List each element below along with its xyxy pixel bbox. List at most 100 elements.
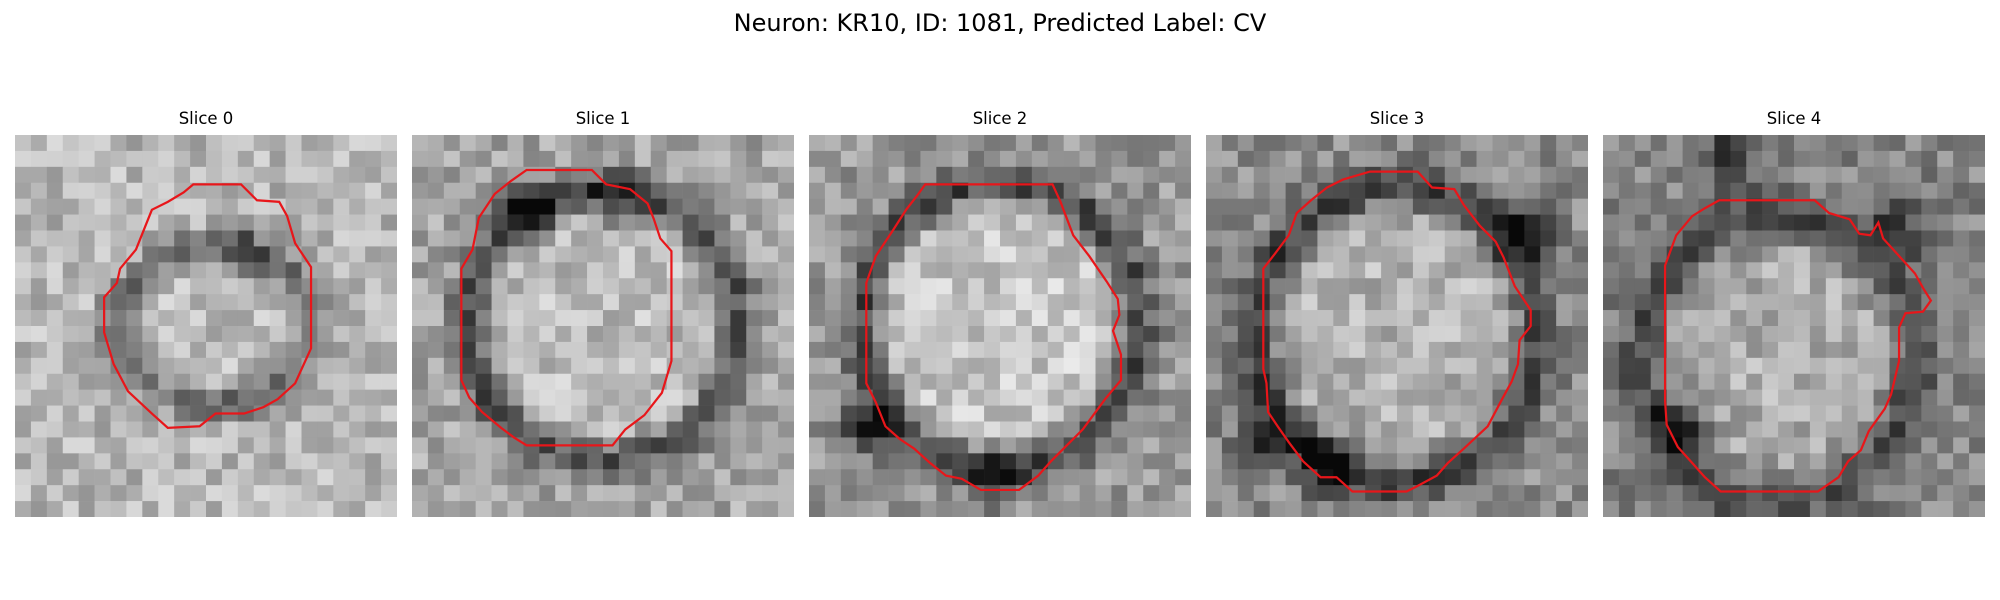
slice-pixel (888, 326, 905, 343)
slice-pixel (1603, 326, 1620, 343)
slice-pixel (206, 135, 223, 152)
slice-pixel (427, 389, 445, 406)
slice-pixel (190, 166, 207, 184)
slice-pixel (1412, 389, 1430, 406)
slice-pixel (1714, 294, 1731, 311)
slice-pixel (984, 485, 1001, 502)
slice-pixel (1253, 278, 1270, 295)
slice-pixel (1428, 421, 1446, 438)
slice-pixel (1460, 214, 1477, 231)
slice-pixel (78, 405, 95, 422)
slice-pixel (126, 246, 143, 263)
slice-pixel (221, 453, 239, 470)
slice-pixel (1460, 198, 1477, 215)
slice-pixel (1237, 230, 1255, 247)
slice-pixel (1412, 182, 1430, 199)
slice-pixel (1969, 421, 1985, 438)
slice-pixel (1444, 166, 1461, 184)
slice-pixel (1634, 485, 1652, 502)
slice-pixel (1492, 150, 1509, 168)
slice-pixel (840, 453, 858, 470)
slice-pixel (475, 501, 492, 517)
slice-pixel (1381, 485, 1398, 502)
slice-pixel (1921, 341, 1938, 359)
slice-pixel (1349, 341, 1366, 359)
slice-pixel (1905, 198, 1922, 215)
slice-pixel (824, 501, 842, 517)
slice-pixel (1000, 182, 1017, 199)
slice-pixel (666, 437, 683, 454)
slice-pixel (968, 246, 985, 263)
slice-pixel (301, 230, 318, 247)
slice-pixel (46, 469, 64, 486)
slice-pixel (698, 294, 715, 311)
slice-pixel (78, 294, 95, 311)
slice-pixel (1809, 246, 1827, 263)
slice-pixel (762, 278, 779, 295)
slice-pixel (1556, 214, 1573, 231)
slice-pixel (1889, 182, 1906, 199)
slice-pixel (174, 262, 191, 279)
slice-pixel (746, 469, 763, 486)
slice-pixel (571, 278, 588, 295)
slice-pixel (221, 198, 239, 215)
slice-pixel (1778, 469, 1795, 486)
slice-pixel (571, 246, 588, 263)
slice-pixel (1175, 453, 1191, 470)
slice-pixel (984, 421, 1001, 438)
slice-pixel (1269, 150, 1286, 168)
slice-pixel (824, 469, 842, 486)
slice-pixel (1206, 485, 1223, 502)
slice-pixel (333, 214, 350, 231)
slice-pixel (904, 405, 921, 422)
slice-pixel (1237, 326, 1255, 343)
slice-pixel (1937, 389, 1954, 406)
slice-pixel (1572, 166, 1588, 184)
slice-pixel (539, 278, 556, 295)
slice-pixel (1365, 357, 1382, 375)
slice-pixel (1540, 214, 1557, 231)
slice-pixel (381, 230, 397, 247)
slice-pixel (762, 182, 779, 199)
slice-pixel (491, 389, 508, 406)
slice-pixel (158, 294, 175, 311)
slice-pixel (539, 310, 556, 327)
slice-pixel (746, 326, 763, 343)
slice-pixel (952, 326, 969, 343)
slice-pixel (1682, 214, 1699, 231)
slice-pixel (904, 389, 921, 406)
slice-pixel (1317, 230, 1334, 247)
slice-pixel (1698, 421, 1715, 438)
slice-pixel (1540, 294, 1557, 311)
slice-pixel (1444, 246, 1461, 263)
slice-pixel (1953, 182, 1970, 199)
slice-pixel (1444, 373, 1461, 390)
slice-pixel (1095, 166, 1112, 184)
slice-pixel (1476, 230, 1493, 247)
slice-pixel (650, 246, 667, 263)
slice-pixel (30, 357, 48, 375)
slice-pixel (46, 182, 64, 199)
slice-pixel (1269, 166, 1286, 184)
slice-pixel (682, 135, 699, 152)
slice-pixel (365, 357, 382, 375)
slice-pixel (412, 357, 429, 375)
slice-pixel (1333, 246, 1350, 263)
slice-pixel (1206, 326, 1223, 343)
slice-pixel (1063, 501, 1080, 517)
slice-pixel (110, 326, 127, 343)
slice-pixel (904, 182, 921, 199)
slice-pixel (443, 421, 461, 438)
slice-pixel (94, 198, 111, 215)
slice-pixel (952, 135, 969, 152)
slice-pixel (539, 501, 556, 517)
slice-pixel (1253, 389, 1270, 406)
slice-pixel (1841, 485, 1858, 502)
slice-pixel (1666, 198, 1683, 215)
slice-pixel (174, 453, 191, 470)
slice-pixel (1397, 246, 1414, 263)
slice-pixel (1476, 262, 1493, 279)
slice-pixel (746, 230, 763, 247)
slice-pixel (1397, 469, 1414, 486)
slice-pixel (349, 373, 366, 390)
